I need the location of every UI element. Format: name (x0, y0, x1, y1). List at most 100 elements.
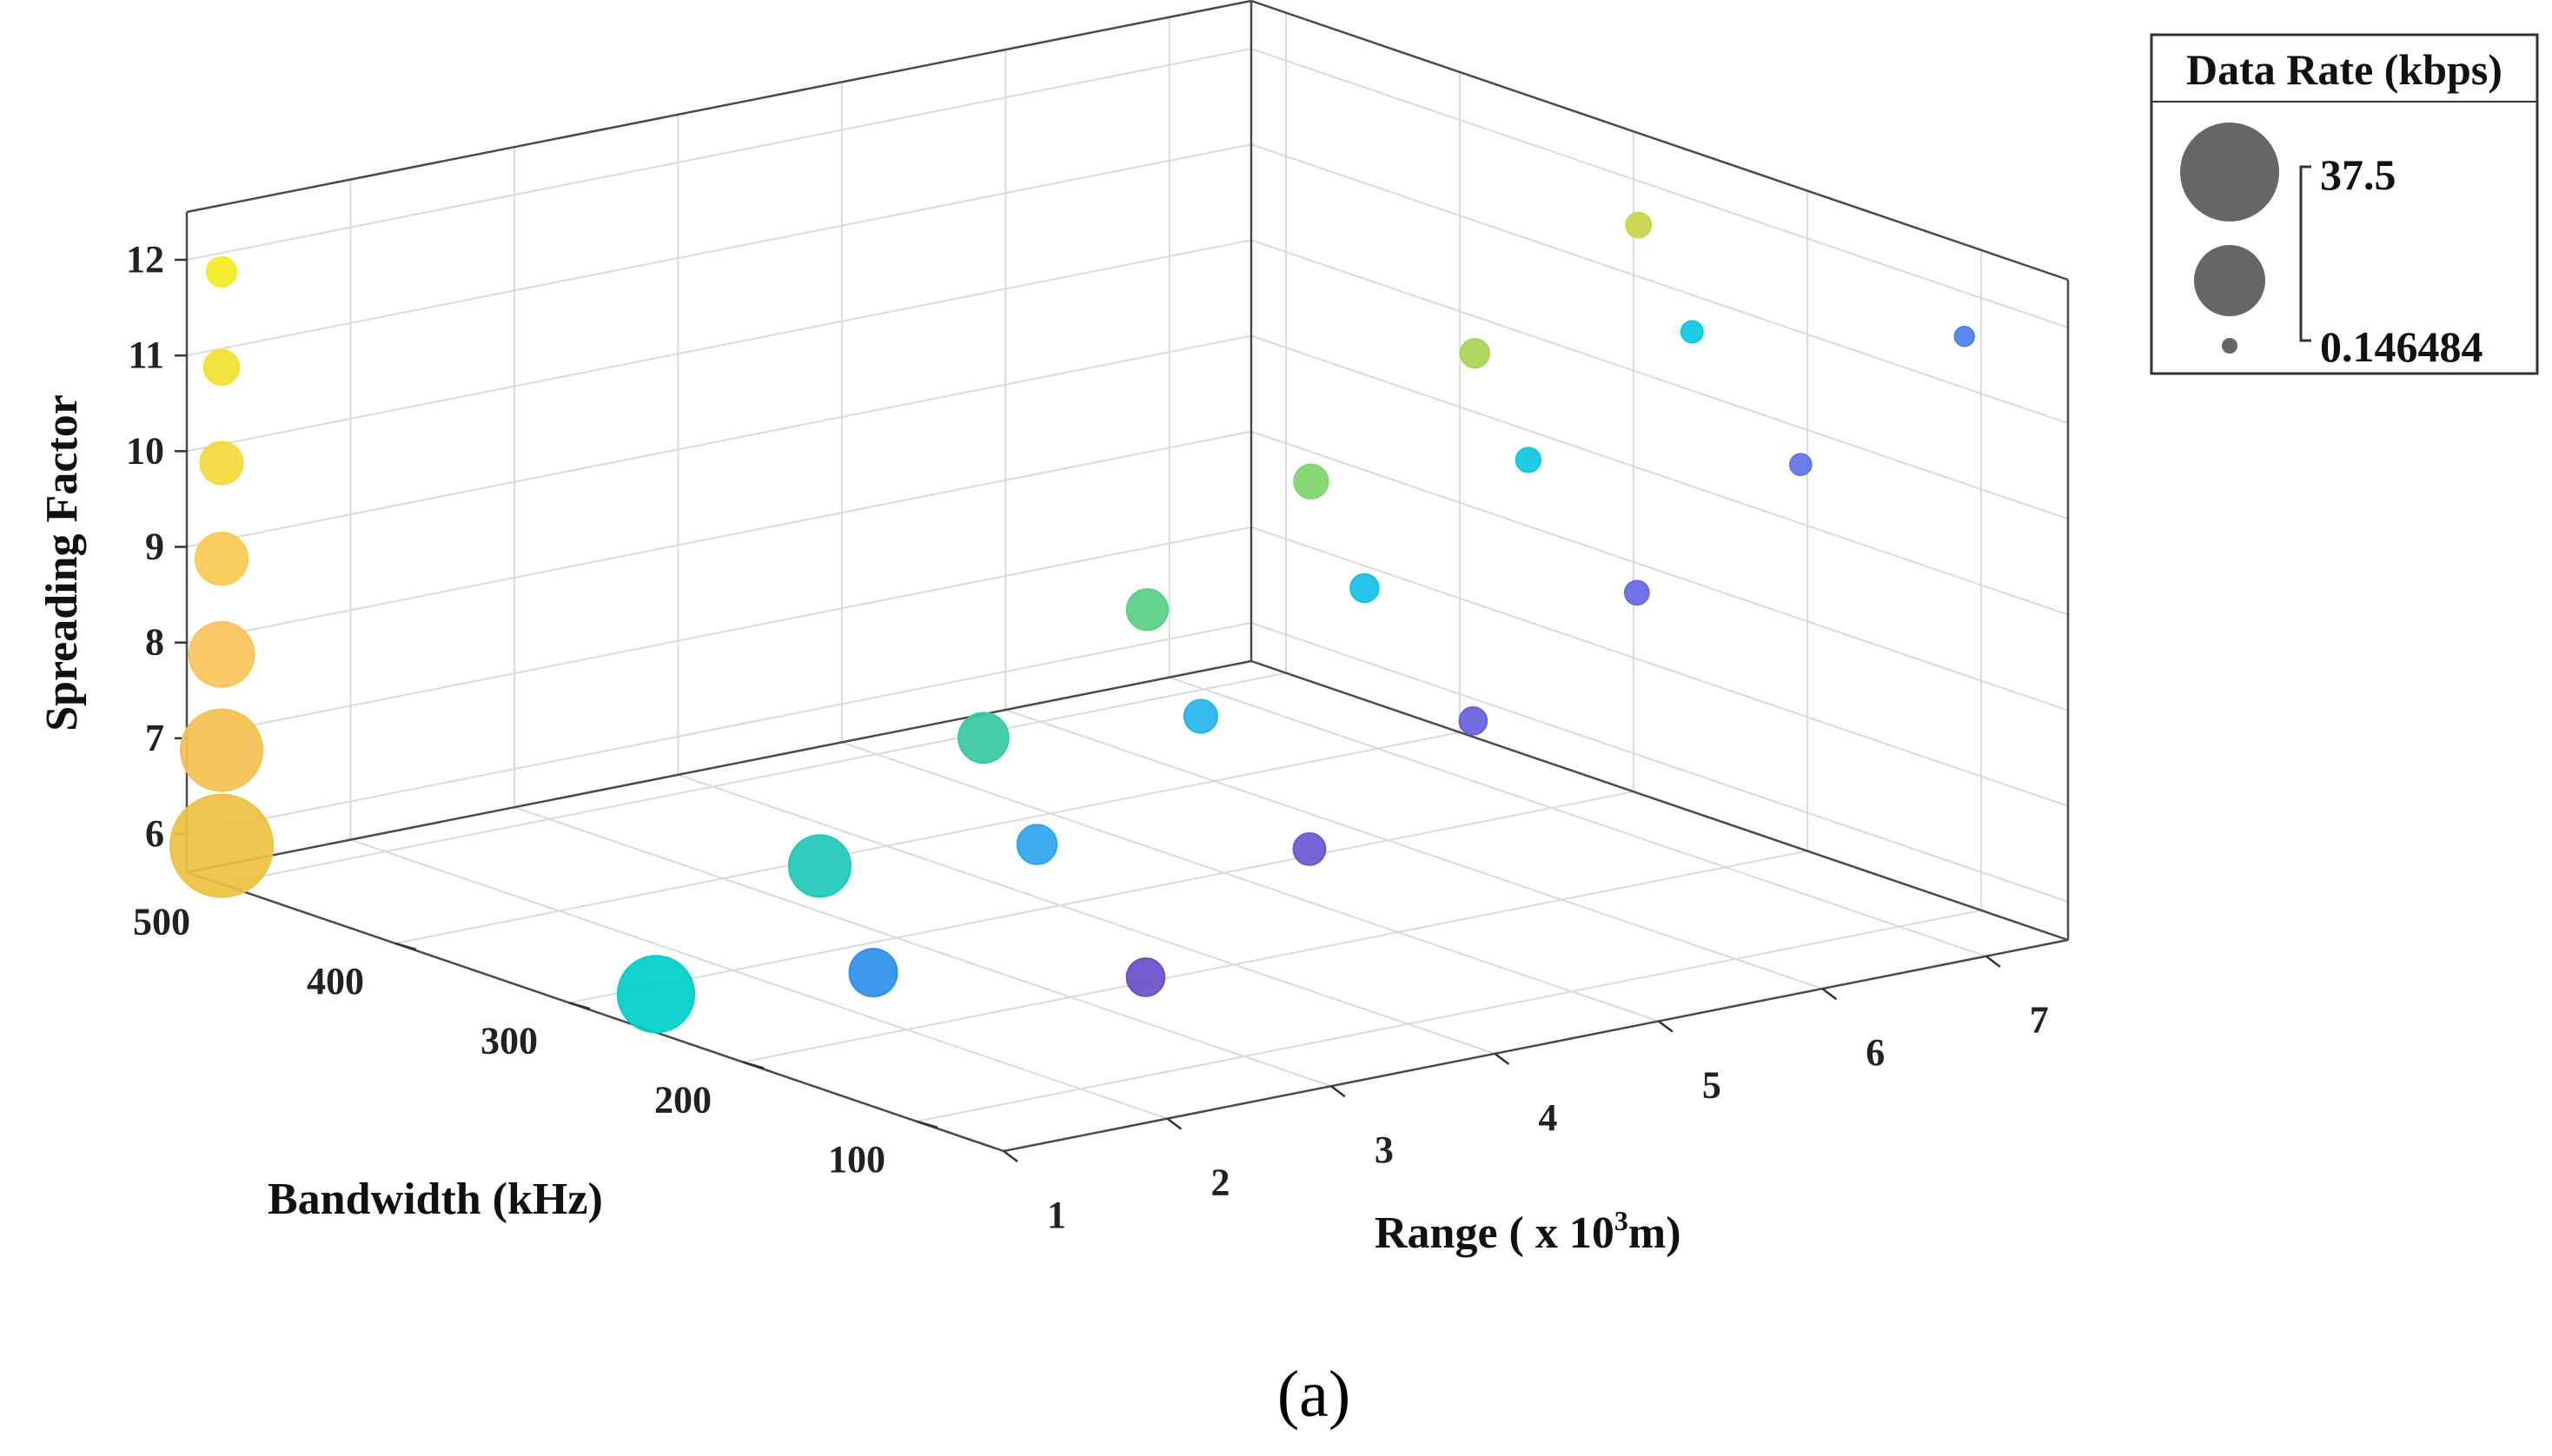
axes-box (185, 0, 2070, 1153)
data-point (205, 255, 238, 288)
sf-tick-label: 9 (145, 526, 164, 568)
bandwidth-tick-label: 200 (654, 1079, 712, 1122)
grid-line-bandwidth (742, 850, 1808, 1063)
grid-line-bandwidth (394, 731, 1461, 944)
data-point (188, 620, 255, 688)
legend-bubble-medium (2194, 245, 2265, 316)
range-tick-label: 7 (2030, 999, 2049, 1042)
panel-label: (a) (1277, 1358, 1350, 1431)
sf-tick-label: 7 (145, 717, 164, 759)
data-points (169, 211, 1975, 1034)
grid-line-bandwidth (221, 672, 1287, 885)
x-axis-label: Range ( x 103m) (1375, 1205, 1681, 1258)
data-point (1125, 957, 1166, 997)
sf-tick-label: 8 (145, 621, 164, 664)
data-point (1624, 579, 1650, 606)
range-tick-mark (1330, 1085, 1346, 1098)
grid-line-range (514, 806, 1332, 1088)
grid-line-range (1004, 709, 1823, 990)
bandwidth-tick-label: 100 (828, 1138, 885, 1181)
data-point (958, 711, 1010, 764)
grid-line-bandwidth (568, 791, 1634, 1004)
grid-line-sf (186, 526, 1252, 739)
z-axis-label: Spreading Factor (37, 394, 87, 731)
data-point (1953, 326, 1975, 347)
grid-lines (186, 12, 2069, 1152)
grid-line-sf (1250, 430, 2069, 711)
axes-box-edge (186, 0, 1252, 214)
sf-tick-label: 11 (128, 334, 164, 376)
bandwidth-tick-mark (742, 1061, 765, 1069)
grid-line-sf (186, 48, 1252, 261)
data-point (169, 793, 274, 898)
legend: Data Rate (kbps) 37.5 0.146484 (2150, 33, 2539, 375)
grid-line-sf (186, 239, 1252, 453)
range-tick-label: 6 (1866, 1031, 1885, 1074)
grid-line-sf (186, 334, 1252, 548)
legend-min-label: 0.146484 (2320, 322, 2483, 371)
data-point (616, 955, 696, 1034)
grid-line-range (350, 838, 1168, 1120)
grid-line-bandwidth (916, 909, 1982, 1122)
sf-tick-label: 6 (145, 812, 164, 855)
x-axis-label-sup: 3 (1614, 1205, 1628, 1236)
bandwidth-tick-mark (568, 1002, 591, 1010)
x-axis-label-prefix: Range ( x 10 (1375, 1208, 1614, 1258)
range-tick-mark (1658, 1020, 1674, 1033)
sf-tick-label: 10 (126, 429, 164, 472)
data-point (848, 948, 898, 998)
range-tick-label: 2 (1210, 1161, 1230, 1204)
data-point (194, 532, 249, 586)
grid-line-range (841, 741, 1660, 1023)
range-tick-mark (1003, 1150, 1018, 1162)
data-point (1125, 588, 1169, 632)
bandwidth-tick-label: 300 (481, 1019, 538, 1062)
data-point (1625, 211, 1653, 239)
bandwidth-tick-mark (916, 1120, 938, 1129)
bandwidth-tick-label: 400 (307, 960, 364, 1003)
range-tick-label: 4 (1538, 1096, 1557, 1139)
axes-box-edge (1250, 0, 2069, 281)
data-point (180, 708, 263, 792)
range-tick-mark (1985, 955, 2001, 968)
legend-title: Data Rate (kbps) (2186, 45, 2502, 94)
bandwidth-tick-mark (394, 942, 417, 951)
range-tick-mark (1166, 1117, 1183, 1130)
legend-bubble-large (2180, 122, 2279, 222)
data-point (1459, 338, 1490, 369)
range-tick-label: 5 (1702, 1063, 1721, 1106)
data-point (1788, 453, 1813, 477)
data-point (1680, 320, 1704, 344)
y-axis-label: Bandwidth (kHz) (268, 1175, 603, 1224)
bandwidth-tick-label: 500 (133, 901, 190, 943)
grid-line-range (678, 773, 1495, 1055)
data-point (1016, 824, 1058, 865)
x-axis-label-suffix: m) (1628, 1208, 1681, 1258)
legend-bubble-small (2222, 338, 2237, 354)
data-point (199, 440, 244, 486)
axes-box-edge (186, 870, 1004, 1153)
grid-line-sf (186, 430, 1252, 644)
range-tick-mark (1821, 988, 1838, 1001)
grid-line-sf (1250, 48, 2069, 329)
grid-line-sf (1250, 526, 2069, 807)
grid-line-sf (1250, 334, 2069, 616)
range-tick-label: 1 (1047, 1194, 1066, 1236)
grid-line-sf (186, 143, 1252, 357)
axes-box-edge (186, 659, 1252, 874)
data-point (1292, 831, 1327, 866)
grid-line-sf (186, 621, 1252, 835)
data-point (1458, 706, 1488, 736)
range-tick-label: 3 (1375, 1128, 1394, 1171)
range-tick-mark (1494, 1052, 1510, 1065)
sf-tick-label: 12 (126, 238, 164, 281)
data-point (202, 348, 241, 387)
data-point (1293, 463, 1329, 500)
grid-line-range (1169, 676, 1987, 957)
data-point (1349, 572, 1380, 604)
axes-box-edge (1003, 938, 2069, 1153)
grid-line-sf (1250, 239, 2069, 520)
data-point (1515, 447, 1541, 473)
